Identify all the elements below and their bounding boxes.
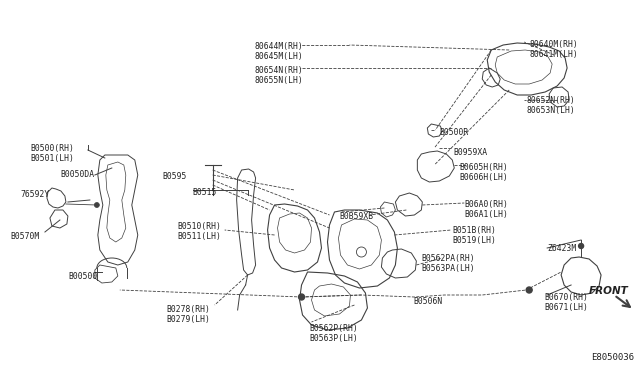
Text: B0515: B0515 — [193, 188, 217, 197]
Text: B0595: B0595 — [163, 172, 187, 181]
Text: 80652N(RH)
80653N(LH): 80652N(RH) 80653N(LH) — [526, 96, 575, 115]
Text: B06A0(RH)
B06A1(LH): B06A0(RH) B06A1(LH) — [464, 200, 508, 219]
Text: E8050036: E8050036 — [591, 353, 634, 362]
Text: 80644M(RH)
80645M(LH): 80644M(RH) 80645M(LH) — [255, 42, 303, 61]
Text: B0500(RH)
B0501(LH): B0500(RH) B0501(LH) — [30, 144, 74, 163]
Text: 80640M(RH)
80641M(LH): 80640M(RH) 80641M(LH) — [529, 40, 578, 60]
Circle shape — [94, 202, 99, 208]
Text: FRONT: FRONT — [589, 286, 629, 296]
Text: 80654N(RH)
80655N(LH): 80654N(RH) 80655N(LH) — [255, 66, 303, 86]
Text: B0050DA: B0050DA — [60, 170, 94, 179]
Text: B0506N: B0506N — [413, 297, 443, 306]
Text: B0959XA: B0959XA — [453, 148, 488, 157]
Text: 76592Y: 76592Y — [20, 190, 49, 199]
Text: B051B(RH)
B0519(LH): B051B(RH) B0519(LH) — [452, 226, 496, 246]
Text: B0500R: B0500R — [439, 128, 468, 137]
Text: B0562PA(RH)
B0563PA(LH): B0562PA(RH) B0563PA(LH) — [421, 254, 475, 273]
Text: B0570M: B0570M — [10, 232, 39, 241]
Text: B0605H(RH)
B0606H(LH): B0605H(RH) B0606H(LH) — [460, 163, 508, 182]
Circle shape — [579, 244, 584, 248]
Text: B0670(RH)
B0671(LH): B0670(RH) B0671(LH) — [544, 293, 588, 312]
Circle shape — [526, 287, 532, 293]
Circle shape — [298, 294, 305, 300]
Text: B00500: B00500 — [68, 272, 97, 281]
Text: B0B59XB: B0B59XB — [339, 212, 374, 221]
Text: B0562P(RH)
B0563P(LH): B0562P(RH) B0563P(LH) — [310, 324, 358, 343]
Text: B0510(RH)
B0511(LH): B0510(RH) B0511(LH) — [178, 222, 221, 241]
Text: B0278(RH)
B0279(LH): B0278(RH) B0279(LH) — [167, 305, 211, 324]
Text: Z6423M: Z6423M — [547, 244, 577, 253]
